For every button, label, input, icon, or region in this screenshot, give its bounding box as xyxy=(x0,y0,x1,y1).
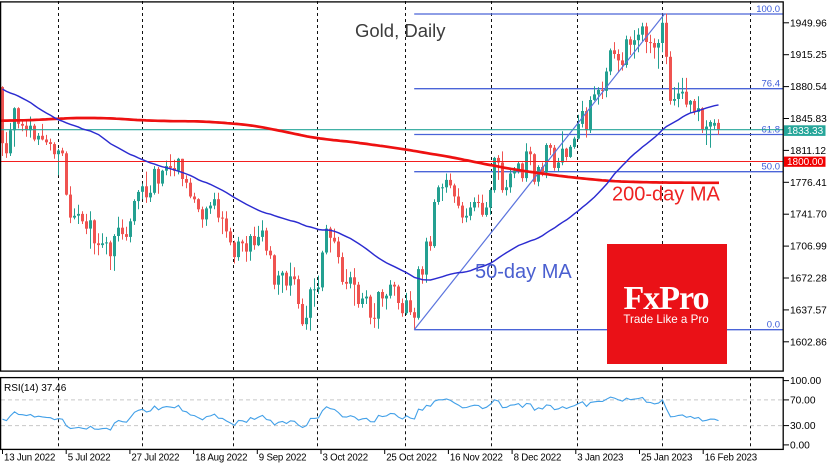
svg-text:27 Jul 2022: 27 Jul 2022 xyxy=(131,453,179,464)
svg-text:25 Jan 2023: 25 Jan 2023 xyxy=(641,453,692,464)
svg-text:1706.99: 1706.99 xyxy=(790,242,827,253)
svg-text:1880.54: 1880.54 xyxy=(790,82,827,93)
svg-text:3 Oct 2022: 3 Oct 2022 xyxy=(323,453,368,464)
svg-text:50.0: 50.0 xyxy=(762,162,781,173)
svg-text:100.0: 100.0 xyxy=(756,4,780,15)
svg-text:30.00: 30.00 xyxy=(790,421,816,432)
svg-text:16 Nov 2022: 16 Nov 2022 xyxy=(450,453,503,464)
svg-text:50-day MA: 50-day MA xyxy=(475,261,572,283)
svg-text:200-day MA: 200-day MA xyxy=(612,184,720,206)
svg-text:9 Sep 2022: 9 Sep 2022 xyxy=(259,453,307,464)
svg-text:1811.12: 1811.12 xyxy=(790,146,826,157)
svg-text:18 Aug 2022: 18 Aug 2022 xyxy=(195,453,247,464)
svg-text:1672.28: 1672.28 xyxy=(790,274,827,285)
svg-text:8 Dec 2022: 8 Dec 2022 xyxy=(514,453,562,464)
svg-text:1800.00: 1800.00 xyxy=(787,157,824,168)
svg-text:70.00: 70.00 xyxy=(790,395,816,406)
svg-text:76.4: 76.4 xyxy=(762,79,781,90)
svg-text:0.00: 0.00 xyxy=(790,440,810,451)
svg-text:Gold, Daily: Gold, Daily xyxy=(355,20,446,41)
svg-text:1949.96: 1949.96 xyxy=(790,18,827,29)
svg-text:3 Jan 2023: 3 Jan 2023 xyxy=(577,453,623,464)
svg-text:1637.57: 1637.57 xyxy=(790,305,827,316)
svg-text:Trade Like a Pro: Trade Like a Pro xyxy=(623,313,708,326)
svg-text:25 Oct 2022: 25 Oct 2022 xyxy=(386,453,437,464)
svg-text:1776.41: 1776.41 xyxy=(790,178,827,189)
svg-text:13 Jun 2022: 13 Jun 2022 xyxy=(4,453,55,464)
svg-text:1741.70: 1741.70 xyxy=(790,210,827,221)
svg-text:1915.25: 1915.25 xyxy=(790,50,827,61)
svg-text:FxPro: FxPro xyxy=(623,280,708,317)
svg-text:100.00: 100.00 xyxy=(790,376,821,387)
svg-text:0.0: 0.0 xyxy=(767,320,780,331)
svg-text:5 Jul 2022: 5 Jul 2022 xyxy=(68,453,111,464)
svg-text:1602.86: 1602.86 xyxy=(790,337,827,348)
svg-text:RSI(14) 37.46: RSI(14) 37.46 xyxy=(4,383,67,394)
svg-text:1845.83: 1845.83 xyxy=(790,114,827,125)
svg-text:16 Feb 2023: 16 Feb 2023 xyxy=(705,453,757,464)
svg-text:1833.33: 1833.33 xyxy=(787,126,824,137)
